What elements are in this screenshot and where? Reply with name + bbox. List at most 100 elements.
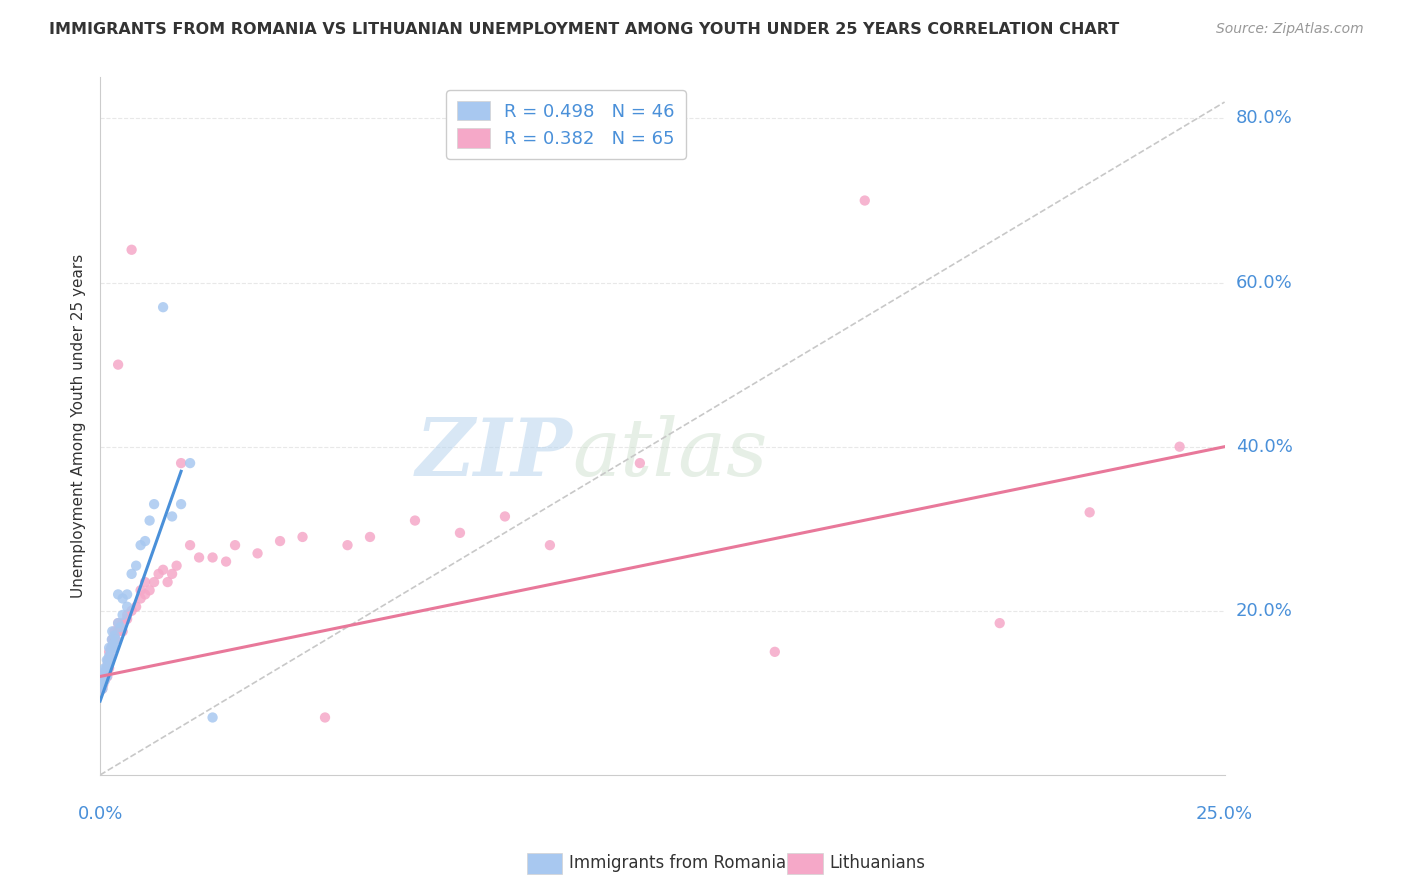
Point: [201, 710, 224, 724]
Point: [336, 538, 359, 552]
Point: [188, 550, 211, 565]
Point: [98, 648, 121, 663]
Point: [156, 575, 179, 590]
Point: [98, 661, 121, 675]
Point: [449, 525, 471, 540]
Point: [224, 538, 246, 552]
Point: [107, 587, 129, 601]
Point: [98, 640, 121, 655]
Point: [93, 665, 115, 680]
Point: [101, 624, 124, 639]
Point: [134, 575, 156, 590]
Point: [104, 632, 127, 647]
Point: [93, 673, 115, 688]
Point: [96, 669, 118, 683]
Point: [103, 628, 125, 642]
Point: [111, 616, 134, 631]
Point: [98, 645, 121, 659]
Text: 40.0%: 40.0%: [1236, 438, 1292, 456]
Point: [125, 599, 148, 614]
Point: [107, 616, 129, 631]
Text: 25.0%: 25.0%: [1197, 805, 1253, 823]
Text: IMMIGRANTS FROM ROMANIA VS LITHUANIAN UNEMPLOYMENT AMONG YOUTH UNDER 25 YEARS CO: IMMIGRANTS FROM ROMANIA VS LITHUANIAN UN…: [49, 22, 1119, 37]
Point: [110, 620, 132, 634]
Text: 0.0%: 0.0%: [77, 805, 122, 823]
Point: [94, 665, 117, 680]
Point: [160, 566, 183, 581]
Point: [103, 640, 125, 655]
Point: [97, 653, 120, 667]
Point: [628, 456, 651, 470]
Point: [98, 653, 121, 667]
Point: [494, 509, 516, 524]
Point: [91, 681, 114, 696]
Point: [201, 550, 224, 565]
Point: [134, 534, 156, 549]
Point: [107, 624, 129, 639]
Point: [91, 678, 114, 692]
Point: [138, 583, 160, 598]
Point: [1168, 440, 1191, 454]
Point: [91, 678, 114, 692]
Point: [111, 607, 134, 622]
Point: [291, 530, 314, 544]
Point: [93, 673, 115, 688]
Text: 80.0%: 80.0%: [1236, 110, 1292, 128]
Point: [111, 624, 134, 639]
Point: [100, 645, 122, 659]
Point: [160, 509, 183, 524]
Point: [129, 583, 152, 598]
Point: [100, 640, 122, 655]
Text: Lithuanians: Lithuanians: [830, 855, 925, 872]
Point: [129, 538, 152, 552]
Point: [134, 587, 156, 601]
Point: [103, 632, 125, 647]
Point: [93, 673, 115, 688]
Point: [97, 657, 120, 672]
Point: [115, 599, 138, 614]
Point: [101, 632, 124, 647]
Point: [104, 632, 127, 647]
Point: [404, 514, 426, 528]
Point: [98, 657, 121, 672]
Point: [97, 657, 120, 672]
Point: [96, 661, 118, 675]
Point: [125, 558, 148, 573]
Point: [101, 632, 124, 647]
Point: [121, 566, 143, 581]
Point: [988, 616, 1011, 631]
Point: [94, 669, 117, 683]
Point: [121, 604, 143, 618]
Point: [115, 587, 138, 601]
Point: [359, 530, 381, 544]
Point: [103, 640, 125, 655]
Point: [91, 673, 114, 688]
Point: [98, 653, 121, 667]
Point: [91, 681, 114, 696]
Point: [314, 710, 336, 724]
Point: [96, 661, 118, 675]
Point: [94, 665, 117, 680]
Legend: R = 0.498   N = 46, R = 0.382   N = 65: R = 0.498 N = 46, R = 0.382 N = 65: [447, 90, 686, 159]
Point: [269, 534, 291, 549]
Point: [93, 665, 115, 680]
Point: [763, 645, 786, 659]
Point: [107, 616, 129, 631]
Point: [115, 607, 138, 622]
Point: [93, 673, 115, 688]
Point: [152, 563, 174, 577]
Point: [143, 497, 166, 511]
Point: [93, 661, 115, 675]
Point: [107, 358, 129, 372]
Point: [538, 538, 561, 552]
Text: 20.0%: 20.0%: [1236, 602, 1292, 620]
Point: [93, 669, 115, 683]
Point: [96, 653, 118, 667]
Point: [96, 661, 118, 675]
Point: [148, 566, 170, 581]
Point: [97, 653, 120, 667]
Point: [138, 514, 160, 528]
Point: [96, 669, 118, 683]
Point: [166, 558, 188, 573]
Point: [121, 243, 143, 257]
